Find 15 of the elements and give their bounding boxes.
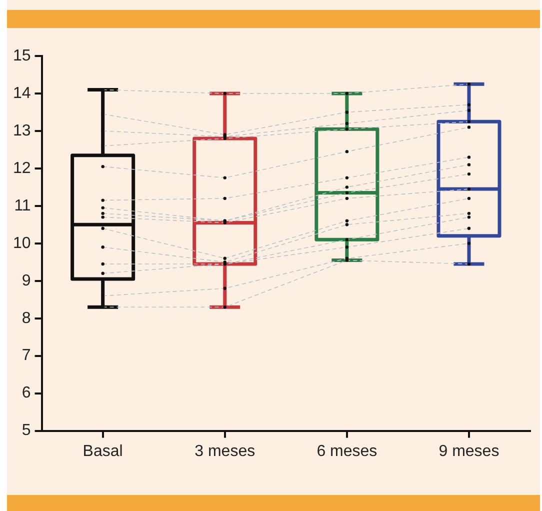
x-tick-label: 3 meses (194, 442, 256, 460)
x-tick-label: Basal (82, 442, 123, 460)
y-tick-label: 11 (14, 197, 31, 214)
y-tick-label: 15 (13, 47, 31, 64)
y-tick-label: 7 (22, 347, 31, 364)
y-tick-label: 12 (13, 160, 31, 177)
x-tick-label: 6 meses (316, 442, 378, 460)
y-tick-label: 6 (22, 384, 31, 402)
y-tick-label: 9 (22, 272, 31, 290)
y-tick-label: 10 (13, 234, 31, 252)
x-tick-label: 9 meses (438, 442, 500, 460)
y-tick-label: 13 (13, 122, 31, 140)
y-tick-label: 14 (13, 84, 31, 102)
y-tick-label: 8 (22, 310, 31, 327)
y-tick-label: 5 (22, 422, 31, 440)
